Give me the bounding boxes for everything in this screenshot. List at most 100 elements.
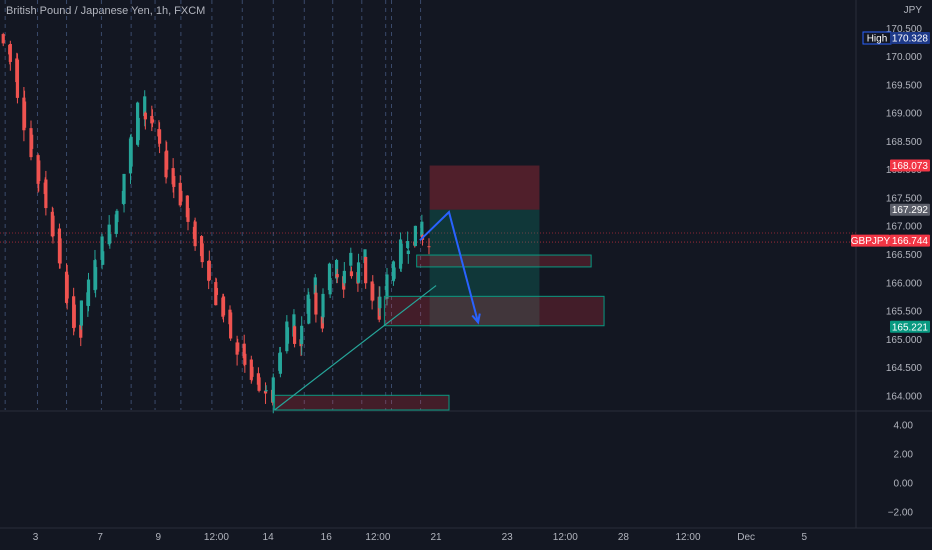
oscillator-line (3, 423, 423, 479)
candle-body (1, 34, 5, 44)
current-tag (890, 234, 930, 247)
price-tick-label: 167.500 (886, 193, 923, 204)
candle-body (313, 277, 317, 295)
candle-body (242, 343, 246, 359)
candle-body (406, 241, 410, 248)
price-tick-label: 170.500 (886, 24, 923, 35)
candle-body (321, 293, 325, 318)
target-tag (890, 320, 930, 333)
time-tick-label: 14 (263, 532, 275, 543)
candle-body (129, 136, 133, 167)
candle-body (378, 296, 382, 309)
price-tick-label: 166.500 (886, 250, 923, 261)
price-tick-label: 164.000 (886, 391, 923, 402)
candle-body (8, 43, 12, 62)
high-value: 170.328 (892, 34, 929, 45)
high-tag (890, 32, 930, 45)
candle-body (186, 208, 190, 222)
candle-body (79, 324, 83, 338)
candle-body (250, 366, 254, 377)
candle-body (58, 238, 62, 264)
candle-body (292, 326, 297, 344)
candle-body (327, 263, 332, 291)
current-symbol: GBPJPY (851, 236, 891, 247)
candle-body (349, 252, 353, 266)
zone-1 (416, 254, 592, 268)
candle-body (136, 117, 140, 141)
price-tick-label: 164.500 (886, 363, 923, 374)
time-tick-label: Dec (737, 532, 755, 543)
candle-body (413, 225, 418, 247)
time-tick-label: 3 (33, 532, 39, 543)
time-tick-label: 12:00 (676, 532, 701, 543)
price-tick-label: 168.500 (886, 137, 923, 148)
candle-body (157, 129, 162, 144)
candle-body (236, 342, 240, 352)
zone-2 (383, 295, 605, 327)
oscillator-tick-label: 4.00 (894, 421, 914, 432)
candle-body (65, 274, 69, 299)
time-tick-label: 23 (502, 532, 514, 543)
candle-body (172, 175, 176, 187)
candle-body (278, 352, 282, 374)
currency-label: JPY (904, 5, 923, 16)
candle-body (79, 300, 84, 326)
candle-body (214, 288, 219, 295)
candle-body (334, 259, 339, 279)
time-tick-label: 7 (97, 532, 103, 543)
candle-body (264, 390, 268, 392)
stop-zone (429, 165, 540, 210)
target-zone (429, 209, 540, 327)
candle-body (22, 101, 27, 128)
candle-body (349, 271, 354, 277)
candle-body (385, 274, 389, 299)
candle-body (221, 296, 226, 316)
candle-body (122, 173, 126, 204)
candle-body (271, 377, 275, 403)
oscillator (3, 423, 423, 479)
candle-body (200, 243, 204, 263)
stop-tag (890, 159, 930, 172)
candle-body (342, 270, 346, 284)
candle-body (427, 246, 431, 248)
time-tick-label: 12:00 (365, 532, 390, 543)
candle-body (72, 304, 76, 328)
candle-body (193, 221, 197, 247)
candle-body (86, 279, 91, 306)
time-tick-label: 12:00 (553, 532, 578, 543)
price-tick-label: 167.000 (886, 222, 923, 233)
candle-body (406, 250, 410, 255)
candle-body (100, 236, 104, 260)
high-label: High (867, 34, 888, 45)
trendline (274, 285, 437, 411)
stop-value: 168.073 (892, 161, 929, 172)
zone-3 (274, 394, 450, 411)
candle-body (335, 274, 339, 278)
candle-body (37, 160, 41, 182)
candle-body (285, 327, 290, 344)
candle-body (363, 249, 367, 264)
candle-body (371, 283, 375, 301)
candle-body (300, 325, 304, 345)
candle-body (94, 267, 98, 290)
candle-body (165, 150, 169, 170)
candle-body (257, 377, 261, 391)
candle-body (185, 195, 189, 218)
time-tick-label: 9 (155, 532, 161, 543)
candle-body (392, 267, 396, 279)
forecast-arrow-head (471, 313, 481, 325)
oscillator-tick-label: 0.00 (894, 478, 914, 489)
oscillator-tick-label: 2.00 (894, 450, 914, 461)
price-tick-label: 165.000 (886, 335, 923, 346)
candle-body (143, 112, 147, 120)
candle-body (108, 234, 112, 244)
candle-body (243, 353, 247, 365)
price-tick-label: 169.500 (886, 80, 923, 91)
candle-body (30, 134, 34, 149)
candle-body (179, 190, 183, 202)
candle-body (15, 59, 20, 98)
price-tick-label: 169.000 (886, 109, 923, 120)
current-symbol-tag (851, 234, 890, 247)
candle-body (263, 390, 268, 394)
